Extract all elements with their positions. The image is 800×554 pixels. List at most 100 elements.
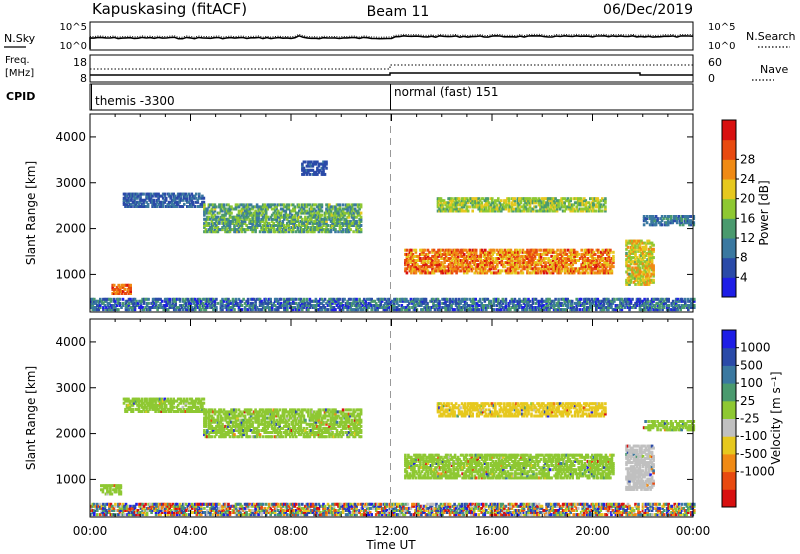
power-cell (572, 254, 576, 258)
power-cell (335, 221, 339, 225)
power-cell (548, 261, 552, 265)
power-cell (491, 197, 494, 201)
power-cell (530, 254, 534, 258)
power-cell (266, 306, 269, 309)
power-cell (606, 259, 609, 262)
power-cell (646, 282, 649, 286)
power-cell (626, 245, 630, 249)
power-cell (600, 254, 603, 258)
power-cell (123, 287, 126, 291)
power-cell (332, 221, 336, 225)
power-cell (604, 197, 607, 201)
power-cell (502, 257, 505, 260)
power-cell (589, 301, 592, 305)
power-cell (332, 217, 336, 221)
power-cell (530, 263, 534, 267)
power-cell (489, 209, 493, 213)
power-cell (541, 259, 544, 262)
power-cell (121, 283, 125, 287)
power-cell (597, 248, 600, 252)
power-cell (626, 299, 630, 303)
power-cell (302, 228, 306, 232)
power-cell (525, 299, 529, 303)
power-cell (364, 306, 367, 309)
power-cell (605, 301, 609, 305)
power-cell (416, 263, 419, 267)
power-cell (484, 261, 487, 265)
velocity-cell (96, 513, 99, 517)
power-cell (557, 301, 560, 305)
power-cell (666, 219, 670, 223)
power-cell (310, 226, 313, 229)
power-cell (538, 248, 541, 252)
power-cell (246, 209, 250, 213)
power-cell (218, 217, 221, 221)
power-cell (219, 215, 223, 219)
power-cell (426, 304, 429, 307)
power-cell (598, 209, 601, 213)
power-cell (593, 304, 597, 307)
power-cell (632, 247, 636, 251)
power-cell (298, 205, 301, 209)
power-cell (245, 224, 248, 227)
power-cell (420, 259, 424, 262)
power-cell (296, 226, 300, 229)
power-cell (498, 301, 502, 305)
power-cell (198, 297, 202, 301)
power-cell (245, 207, 248, 211)
power-cell (190, 196, 194, 200)
power-cell (638, 254, 642, 257)
power-cell (666, 215, 670, 218)
power-cell (488, 257, 492, 260)
power-cell (556, 254, 559, 258)
power-cell (660, 219, 664, 223)
power-cell (596, 299, 600, 303)
power-cell (597, 263, 600, 267)
cpid-label: CPID (6, 90, 35, 103)
power-cell (347, 306, 351, 309)
power-cell (204, 224, 208, 227)
power-cell (293, 213, 297, 217)
power-cell (572, 306, 575, 309)
power-cell (283, 217, 286, 221)
power-cell (507, 207, 511, 211)
power-cell (313, 211, 316, 215)
power-cell (121, 304, 125, 307)
power-cell (434, 250, 437, 254)
power-cell (626, 280, 630, 284)
power-cell (579, 201, 583, 205)
power-cell (465, 267, 469, 271)
power-cell (164, 196, 168, 200)
power-cell (477, 267, 481, 271)
power-cell (279, 226, 283, 229)
power-cell (126, 299, 129, 303)
power-cell (132, 301, 135, 305)
power-cell (414, 261, 418, 265)
power-cell (162, 308, 165, 312)
power-cell (388, 301, 392, 305)
power-cell (490, 267, 493, 271)
power-cell (551, 205, 554, 209)
power-cell (295, 224, 298, 227)
power-cell (467, 257, 470, 260)
power-cell (515, 304, 518, 307)
power-cell (105, 297, 108, 301)
velocity-cell (111, 513, 114, 517)
power-cell (563, 209, 566, 213)
power-cell (529, 259, 532, 262)
power-cell (464, 259, 467, 262)
power-cell (482, 261, 486, 265)
power-cell (233, 308, 236, 312)
power-cell (152, 202, 156, 206)
power-cell (278, 215, 281, 219)
power-cell (514, 263, 517, 267)
power-cell (647, 247, 651, 251)
power-cell (491, 259, 495, 262)
power-cell (292, 301, 295, 305)
power-cell (674, 308, 678, 312)
power-cell (304, 168, 307, 172)
power-cell (111, 306, 114, 309)
power-cell (634, 247, 637, 251)
power-cell (287, 228, 291, 232)
power-cell (346, 221, 349, 225)
